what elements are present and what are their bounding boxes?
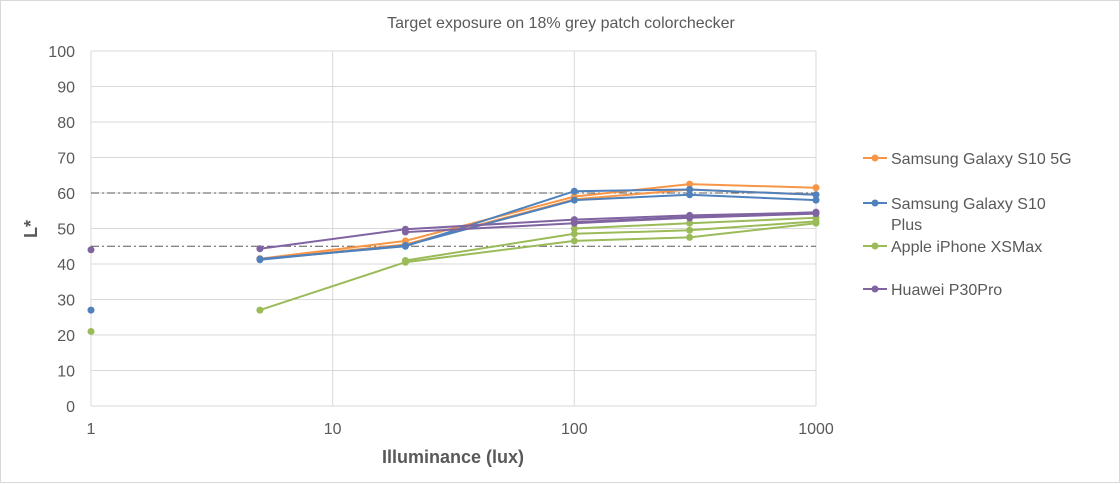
data-point — [401, 228, 409, 236]
series-line — [259, 222, 817, 312]
data-point — [686, 191, 694, 199]
y-tick-label: 10 — [57, 364, 75, 381]
legend-label: Plus — [891, 217, 922, 234]
y-tick-label: 40 — [57, 257, 75, 274]
y-tick-label: 0 — [66, 399, 75, 416]
data-point — [686, 213, 694, 221]
legend-label: Apple iPhone XSMax — [891, 239, 1042, 256]
data-point — [256, 245, 264, 253]
x-tick-label: 10 — [324, 421, 342, 438]
legend-entry: Apple iPhone XSMax — [863, 239, 1042, 256]
data-point — [686, 233, 694, 241]
data-point — [686, 180, 694, 188]
y-tick-label: 60 — [57, 186, 75, 203]
data-point — [570, 218, 578, 226]
y-axis-label: L* — [21, 220, 41, 238]
legend-swatch-marker — [871, 285, 879, 293]
legend-swatch-marker — [871, 154, 879, 162]
data-point — [87, 246, 95, 254]
data-point — [570, 225, 578, 232]
data-point — [256, 255, 264, 263]
data-point — [401, 242, 409, 250]
data-point — [87, 327, 95, 335]
data-point — [812, 208, 820, 216]
data-point — [401, 256, 409, 264]
data-point — [812, 191, 820, 199]
legend-entry: Huawei P30Pro — [863, 282, 1002, 299]
data-point — [570, 196, 578, 204]
y-tick-label: 100 — [48, 44, 75, 61]
data-point — [570, 230, 578, 238]
x-tick-label: 1 — [87, 421, 96, 438]
y-tick-label: 80 — [57, 115, 75, 132]
y-tick-label: 70 — [57, 151, 75, 168]
data-point — [87, 306, 95, 314]
legend-swatch-marker — [871, 199, 879, 207]
data-point — [686, 226, 694, 234]
series-line — [574, 211, 817, 224]
data-point — [686, 185, 694, 193]
legend-entry: Samsung Galaxy S10 Plus — [863, 196, 1046, 234]
data-point — [570, 237, 578, 245]
x-axis-label: Illuminance (lux) — [382, 447, 524, 467]
data-point — [812, 184, 820, 192]
legend-entry: Samsung Galaxy S10 5G — [863, 151, 1072, 168]
series-3 — [87, 214, 820, 335]
series-4 — [87, 208, 820, 254]
series-2 — [87, 185, 820, 314]
legend-swatch-marker — [871, 242, 879, 250]
legend-label: Samsung Galaxy S10 — [891, 196, 1046, 213]
y-tick-label: 30 — [57, 293, 75, 310]
data-point — [812, 196, 820, 204]
series-line — [405, 220, 817, 262]
data-point — [570, 187, 578, 195]
chart-title: Target exposure on 18% grey patch colorc… — [387, 15, 735, 32]
y-tick-label: 20 — [57, 328, 75, 345]
series-layer — [87, 180, 820, 335]
legend: Samsung Galaxy S10 5G Samsung Galaxy S10 P… — [863, 151, 1072, 299]
data-point — [256, 306, 264, 314]
x-tick-label: 1000 — [798, 421, 834, 438]
legend-label: Samsung Galaxy S10 5G — [891, 151, 1072, 168]
series-line — [259, 211, 817, 250]
y-tick-label: 90 — [57, 80, 75, 97]
reference-lines — [91, 192, 816, 247]
x-tick-label: 100 — [561, 421, 588, 438]
y-tick-label: 50 — [57, 222, 75, 239]
data-point — [686, 219, 694, 227]
legend-label: Huawei P30Pro — [891, 282, 1002, 299]
